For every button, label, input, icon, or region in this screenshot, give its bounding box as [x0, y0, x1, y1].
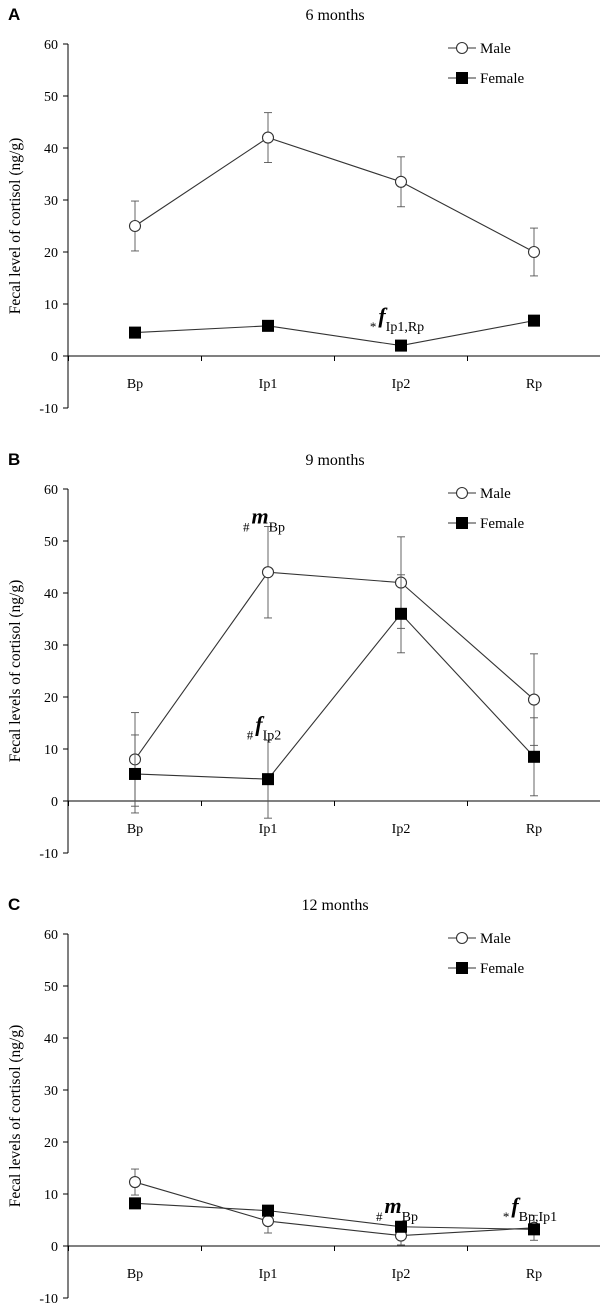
x-tick-label: Ip1 [259, 377, 278, 392]
y-axis-label: Fecal level of cortisol (ng/g) [7, 138, 24, 314]
legend-male-marker [455, 41, 469, 55]
y-tick-label: 10 [44, 743, 58, 758]
chart-title: 9 months [305, 452, 364, 469]
legend: Male Female [448, 41, 524, 87]
y-tick-label: 60 [44, 38, 58, 53]
chart-title: 12 months [301, 897, 368, 914]
female-data-point [395, 607, 407, 620]
female-series-line [134, 320, 535, 347]
male-data-point [394, 175, 408, 188]
x-tick-label: Ip1 [259, 1267, 278, 1282]
y-tick-label: 50 [44, 980, 58, 995]
female-data-point [528, 314, 540, 327]
significance-annotation: #fIp2 [247, 711, 282, 743]
panel-label: B [8, 450, 20, 469]
y-tick-label: -10 [39, 402, 58, 417]
y-tick-label: 60 [44, 928, 58, 943]
female-data-point [395, 339, 407, 352]
y-axis-label: Fecal levels of cortisol (ng/g) [7, 580, 24, 763]
y-tick-label: 20 [44, 1136, 58, 1151]
y-tick-label: 50 [44, 535, 58, 550]
chart-title: 6 months [305, 7, 364, 24]
legend-female-marker [456, 962, 468, 974]
legend-female-marker [456, 517, 468, 529]
x-tick-label: Bp [127, 1267, 143, 1282]
panel-label: A [8, 5, 20, 24]
x-tick-label: Bp [127, 822, 143, 837]
male-data-point [128, 1175, 142, 1189]
x-tick-label: Rp [526, 377, 542, 392]
female-data-point [129, 326, 141, 339]
male-data-point [261, 566, 275, 579]
chart-panel-b: B 9 months Fecal levels of cortisol (ng/g)… [0, 445, 600, 870]
chart-svg-a: A 6 months Fecal level of cortisol (ng/g) -… [7, 5, 600, 417]
y-tick-label: 30 [44, 639, 58, 654]
legend: Male Female [448, 931, 524, 977]
male-data-point [261, 1214, 275, 1228]
y-tick-label: 40 [44, 1032, 58, 1047]
significance-annotation: *fBp,Ip1 [503, 1193, 557, 1225]
chart-svg-c: C 12 months Fecal levels of cortisol (ng/g… [7, 895, 600, 1307]
legend-male-label: Male [480, 486, 511, 502]
female-data-point [528, 1223, 540, 1236]
chart-panel-a: A 6 months Fecal level of cortisol (ng/g) -… [0, 0, 600, 425]
female-data-point [129, 1197, 141, 1210]
chart-panel-c: C 12 months Fecal levels of cortisol (ng/g… [0, 890, 600, 1316]
legend-female-label: Female [480, 71, 524, 87]
female-series-line [134, 612, 535, 780]
x-tick-label: Bp [127, 377, 143, 392]
y-tick-label: 0 [51, 1240, 58, 1255]
y-tick-label: 0 [51, 350, 58, 365]
panel-label: C [8, 895, 20, 914]
legend-male-marker [455, 486, 469, 500]
y-tick-label: 40 [44, 587, 58, 602]
y-tick-label: 0 [51, 795, 58, 810]
female-data-point [262, 319, 274, 332]
x-tick-label: Rp [526, 822, 542, 837]
legend-male-label: Male [480, 931, 511, 947]
x-tick-label: Ip2 [392, 377, 411, 392]
male-series-line [134, 571, 535, 760]
x-tick-label: Ip1 [259, 822, 278, 837]
female-series-line [134, 1202, 535, 1230]
y-tick-label: 40 [44, 142, 58, 157]
legend: Male Female [448, 486, 524, 532]
female-data-point [262, 773, 274, 786]
male-data-point [527, 245, 541, 259]
legend-male-label: Male [480, 41, 511, 57]
x-tick-label: Rp [526, 1267, 542, 1282]
x-tick-label: Ip2 [392, 1267, 411, 1282]
female-data-point [395, 1220, 407, 1233]
y-tick-label: 60 [44, 483, 58, 498]
female-data-point [262, 1204, 274, 1217]
chart-svg-b: B 9 months Fecal levels of cortisol (ng/g)… [7, 450, 600, 862]
y-tick-label: 20 [44, 691, 58, 706]
male-series-line [134, 136, 535, 253]
y-tick-label: -10 [39, 1292, 58, 1307]
y-tick-label: -10 [39, 847, 58, 862]
legend-male-marker [455, 931, 469, 945]
legend-female-label: Female [480, 516, 524, 532]
significance-annotation: #mBp [243, 503, 285, 535]
female-data-point [129, 767, 141, 780]
male-series-line [134, 1181, 535, 1237]
significance-annotation: *fIp1,Rp [370, 303, 424, 335]
y-tick-label: 10 [44, 1188, 58, 1203]
y-axis-label: Fecal levels of cortisol (ng/g) [7, 1025, 24, 1208]
male-data-point [527, 693, 541, 706]
y-tick-label: 30 [44, 194, 58, 209]
significance-annotation: #mBp [376, 1193, 418, 1225]
y-tick-label: 50 [44, 90, 58, 105]
male-data-point [261, 131, 275, 144]
x-tick-label: Ip2 [392, 822, 411, 837]
legend-female-label: Female [480, 961, 524, 977]
y-tick-label: 30 [44, 1084, 58, 1099]
y-tick-label: 10 [44, 298, 58, 313]
female-data-point [528, 750, 540, 763]
y-tick-label: 20 [44, 246, 58, 261]
male-data-point [128, 219, 142, 233]
legend-female-marker [456, 72, 468, 84]
